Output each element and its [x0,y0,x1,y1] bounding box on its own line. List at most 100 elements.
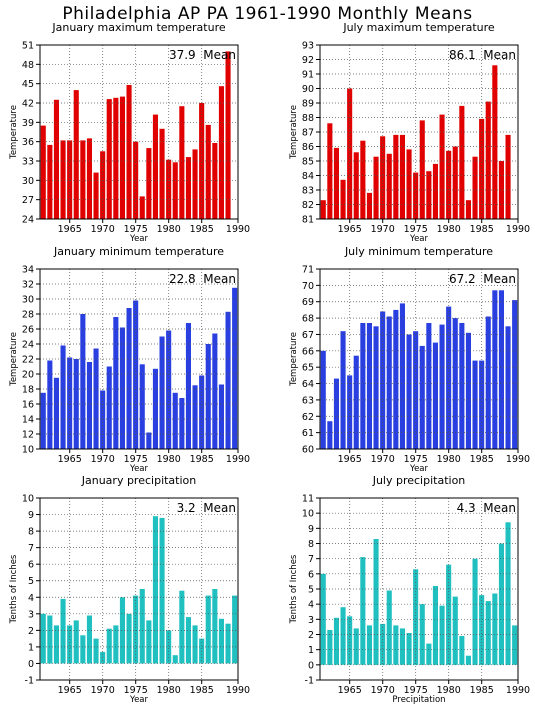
y-tick-label: 90 [302,84,314,95]
y-axis-label: Temperature [289,105,299,160]
bar-1975 [413,569,419,665]
bar-1976 [139,589,145,664]
y-tick-label: 9 [308,524,314,535]
bar-1982 [459,636,465,665]
mean-annotation: 22.8 Mean [169,272,236,286]
bar-1973 [119,597,125,664]
bar-1988 [498,290,504,449]
bar-1989 [225,311,231,450]
bar-1980 [446,150,452,219]
y-axis-label: Temperature [289,332,299,387]
y-tick-label: 39 [22,118,34,129]
bar-1987 [492,593,498,665]
bar-1967 [80,314,86,449]
x-tick-label: 1990 [226,685,250,696]
x-tick-label: 1985 [190,454,214,465]
bar-1972 [393,134,399,219]
y-tick-label: 62 [302,412,314,423]
bar-1962 [47,615,53,664]
bar-1961 [320,200,326,219]
bar-1974 [126,613,132,664]
y-tick-label: 11 [302,494,314,505]
bar-1963 [333,378,339,449]
bar-1973 [399,303,405,449]
x-tick-label: 1970 [91,454,115,465]
bar-1977 [426,171,432,219]
bar-1969 [93,172,99,219]
y-axis-label: Temperature [9,332,19,387]
chart-panel-4: July minimum temperature 60 61 62 63 64 65 66 67… [289,245,530,474]
x-tick-label: 1975 [404,224,428,235]
y-tick-label: 42 [22,99,34,110]
x-tick-label: 1985 [190,224,214,235]
x-tick-label: 1985 [470,685,494,696]
bar-1983 [465,200,471,219]
y-tick-label: 7 [28,543,34,554]
bar-1984 [472,156,478,219]
bar-1981 [452,596,458,665]
bar-1987 [212,589,218,664]
bar-1965 [67,357,73,449]
bar-1970 [100,151,106,219]
bar-1978 [152,114,158,219]
y-tick-label: 5 [308,585,314,596]
bar-1964 [340,607,346,665]
bar-1984 [192,625,198,664]
x-tick-label: 1985 [190,685,214,696]
y-tick-label: 27 [22,195,34,206]
x-tick-label: 1965 [338,685,362,696]
x-tick-label: 1990 [226,454,250,465]
plot-frame [319,268,519,450]
y-tick-label: 83 [302,186,314,197]
y-tick-label: 89 [302,99,314,110]
x-tick-label: 1990 [226,224,250,235]
bar-1988 [218,618,224,664]
bar-1968 [366,625,372,665]
bar-1978 [152,516,158,664]
x-axis-label: Year [129,695,149,705]
y-tick-label: 36 [22,137,34,148]
bar-1984 [192,149,198,219]
x-tick-label: 1990 [506,685,530,696]
y-tick-label: 5 [28,576,34,587]
bar-1971 [106,366,112,449]
y-tick-label: 67 [302,330,314,341]
y-tick-label: 20 [22,370,34,381]
x-tick-label: 1970 [91,224,115,235]
bar-1986 [485,101,491,219]
bar-1989 [505,326,511,449]
y-tick-label: 16 [22,400,34,411]
y-tick-label: 2 [28,626,34,637]
chart-title: July maximum temperature [342,21,495,34]
chart-title: July minimum temperature [344,245,493,258]
x-axis-label: Year [129,234,149,244]
bar-1971 [386,153,392,220]
x-tick-label: 1980 [437,685,461,696]
bar-1986 [485,316,491,449]
bar-1986 [205,595,211,664]
x-tick-label: 1980 [157,454,181,465]
bar-1967 [360,323,366,449]
bar-1962 [47,360,53,449]
y-tick-label: 66 [302,346,314,357]
bar-1988 [218,384,224,449]
bar-1968 [86,138,92,219]
bar-1975 [413,331,419,449]
y-tick-label: 64 [302,379,314,390]
bar-1978 [432,342,438,449]
y-tick-label: 82 [302,200,314,211]
y-tick-label: 70 [302,281,314,292]
bar-1973 [119,96,125,219]
bar-1989 [225,51,231,220]
bar-1988 [218,86,224,219]
x-tick-label: 1975 [124,685,148,696]
y-tick-label: 33 [22,157,34,168]
y-tick-label: 93 [302,41,314,52]
y-axis-label: Tenths of Inches [289,554,299,624]
bar-1981 [172,392,178,450]
bar-1973 [399,134,405,219]
bar-1961 [40,392,46,450]
y-tick-label: 4 [308,600,314,611]
y-tick-label: 84 [302,171,314,182]
y-tick-label: 34 [22,265,34,276]
